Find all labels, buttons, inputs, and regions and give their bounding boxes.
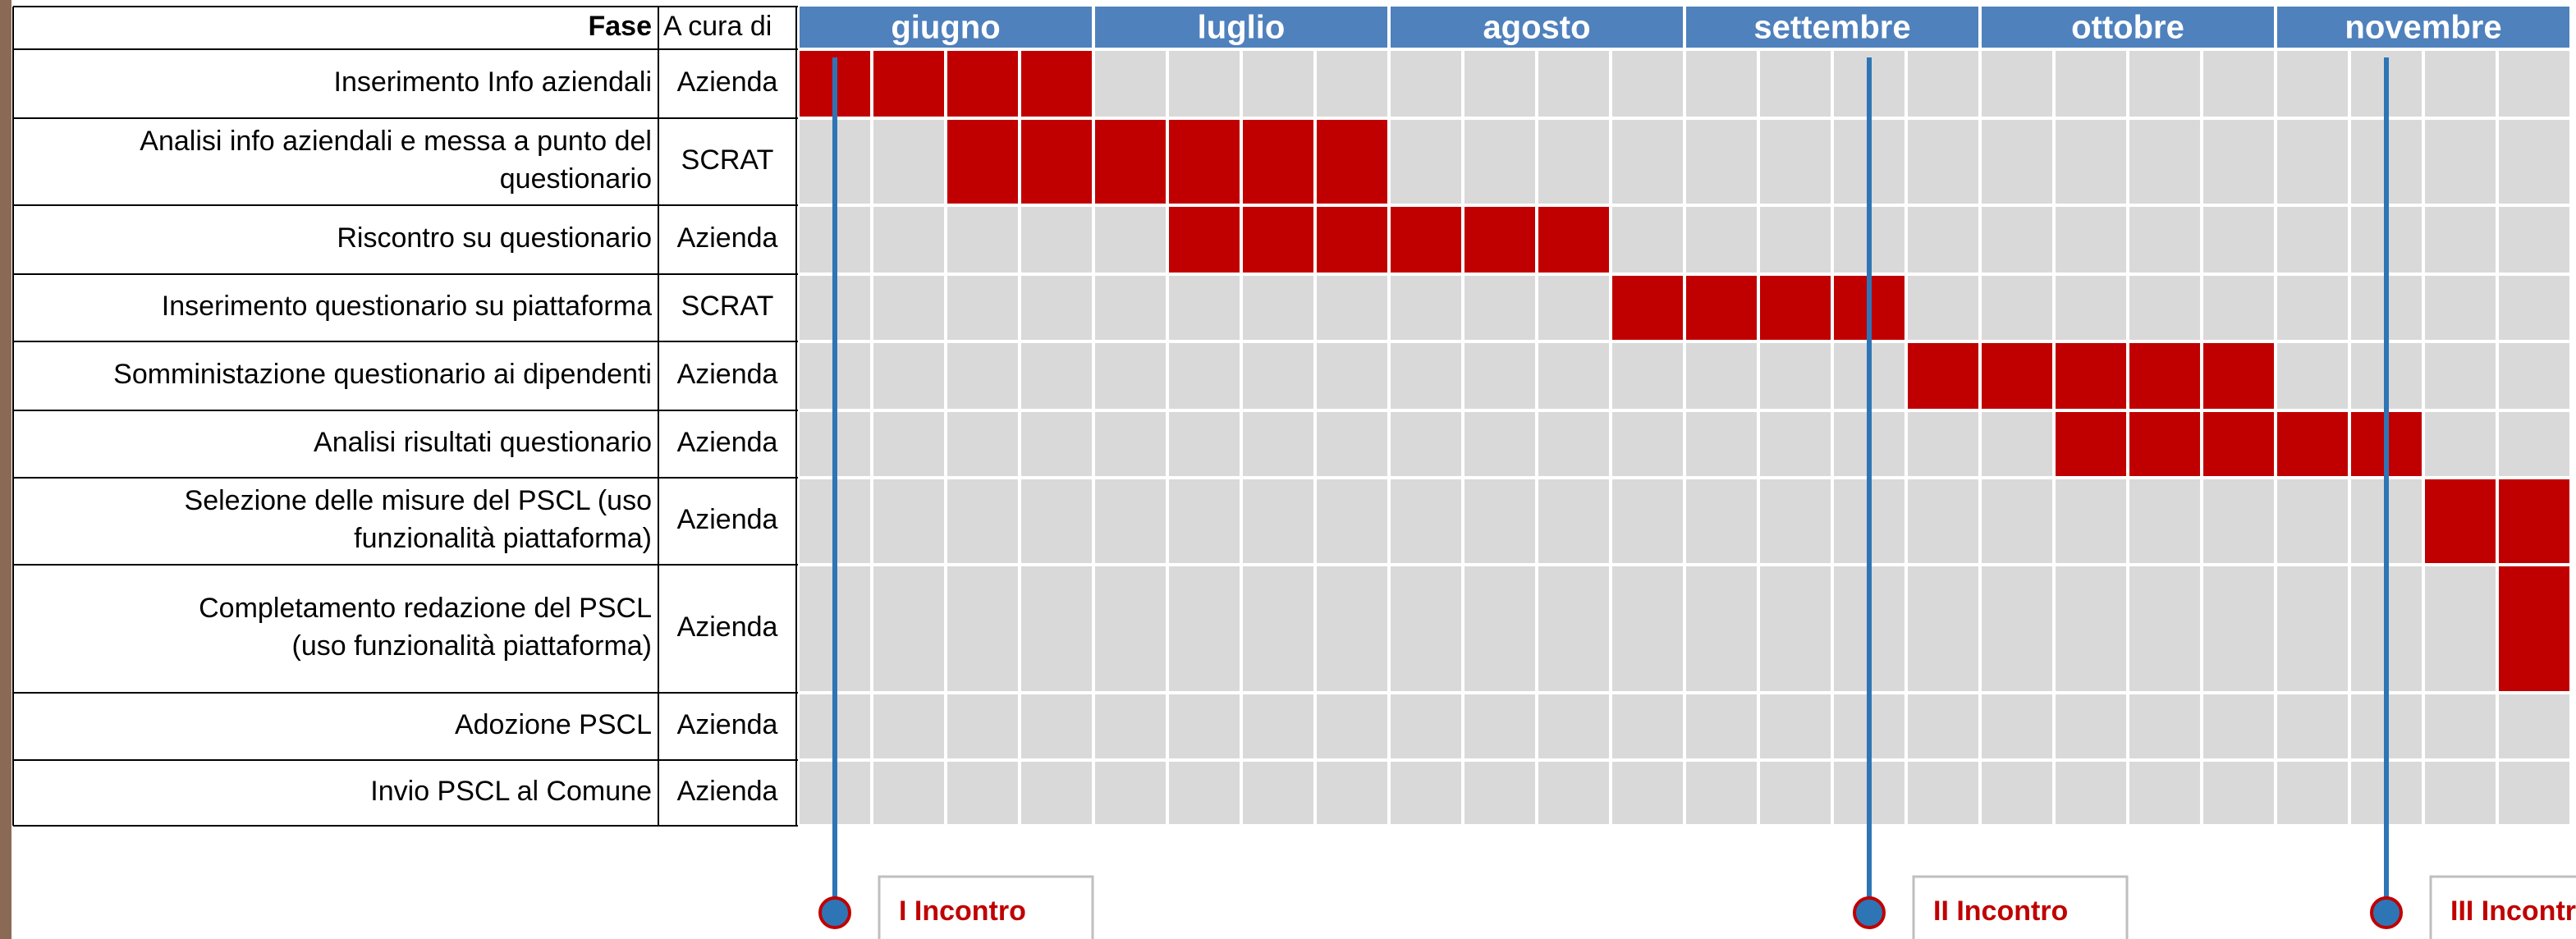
month-label: novembre: [2345, 10, 2501, 46]
task-owner: Azienda: [677, 504, 778, 535]
milestone-dot: [820, 898, 850, 928]
task-owner: Azienda: [677, 222, 778, 254]
owner-header: A cura di: [663, 11, 772, 42]
milestone-label: I Incontro: [899, 895, 1026, 927]
month-label: agosto: [1483, 10, 1590, 46]
milestone-dot: [2372, 898, 2401, 928]
task-label: Riscontro su questionario: [337, 222, 652, 254]
milestone-label: III Incontro: [2450, 895, 2576, 927]
page: {"chart_data":{"type":"gantt", "header":…: [0, 0, 2576, 939]
month-label: settembre: [1753, 10, 1910, 46]
task-label: Inserimento Info aziendali: [334, 66, 652, 98]
phase-header: Fase: [589, 11, 653, 42]
month-label: luglio: [1198, 10, 1286, 46]
task-bar: [2054, 410, 2423, 478]
task-owner: SCRAT: [681, 291, 774, 322]
task-owner: Azienda: [677, 709, 778, 740]
task-owner: Azienda: [677, 427, 778, 458]
milestone-dot: [1854, 898, 1884, 928]
gantt-chart: Fase A cura di giugno luglio agosto settemb…: [0, 0, 2576, 939]
month-label: ottobre: [2071, 10, 2184, 46]
task-label: Somministazione questionario ai dipenden…: [113, 359, 652, 390]
task-owner: Azienda: [677, 66, 778, 98]
task-label: (uso funzionalità piattaforma): [292, 630, 652, 662]
task-label: Invio PSCL al Comune: [370, 776, 652, 807]
task-owner: Azienda: [677, 776, 778, 807]
task-label: Analisi info aziendali e messa a punto d…: [140, 126, 652, 157]
task-label: questionario: [500, 163, 652, 195]
background-strip: [0, 0, 11, 939]
task-label: Analisi risultati questionario: [314, 427, 652, 458]
milestone-label: II Incontro: [1933, 895, 2068, 927]
task-bar: [2497, 565, 2571, 693]
month-label: giugno: [891, 10, 1000, 46]
task-owner: Azienda: [677, 611, 778, 643]
task-label: Inserimento questionario su piattaforma: [162, 291, 652, 322]
task-owner: Azienda: [677, 359, 778, 390]
task-label: Selezione delle misure del PSCL (uso: [185, 485, 652, 516]
task-bar: [1906, 341, 2276, 410]
task-label: Adozione PSCL: [455, 709, 652, 740]
task-label: Completamento redazione del PSCL: [199, 593, 652, 624]
task-label: funzionalità piattaforma): [354, 523, 652, 554]
task-owner: SCRAT: [681, 144, 774, 176]
